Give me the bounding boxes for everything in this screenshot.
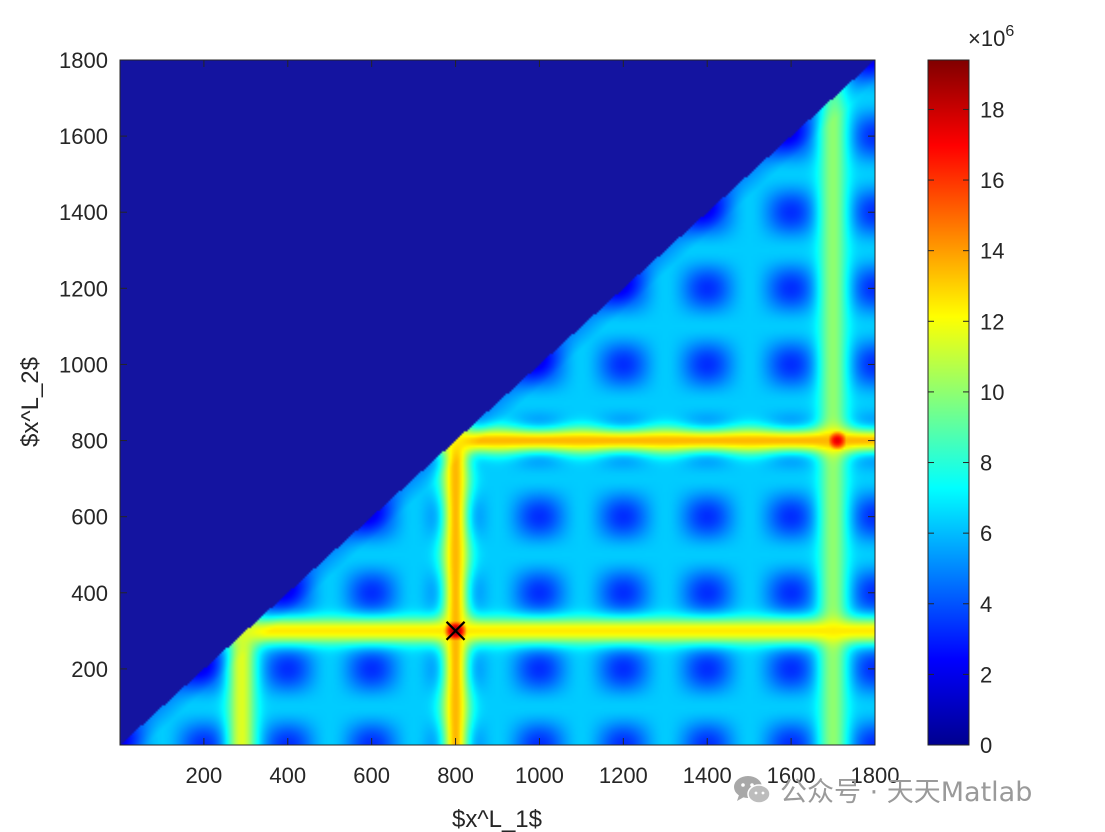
- colorbar-tick-label: 14: [980, 239, 1004, 264]
- colorbar-tick-label: 8: [980, 451, 992, 476]
- y-tick-label: 600: [71, 505, 108, 530]
- colorbar-multiplier-exponent: 6: [1005, 23, 1014, 40]
- marker-x: [445, 621, 466, 641]
- colorbar-tick-label: 4: [980, 592, 992, 617]
- colorbar-multiplier-base: ×10: [968, 26, 1005, 51]
- y-tick-label: 1400: [59, 200, 108, 225]
- colorbar-tick-label: 18: [980, 97, 1004, 122]
- colorbar-tick-label: 6: [980, 521, 992, 546]
- y-tick-label: 1000: [59, 352, 108, 377]
- x-tick-label: 1000: [515, 763, 564, 788]
- heatmap-image: [120, 60, 875, 745]
- colorbar-tick-label: 10: [980, 380, 1004, 405]
- colorbar-gradient: [927, 59, 970, 746]
- x-tick-label: 1400: [683, 763, 732, 788]
- colorbar-multiplier: ×106: [968, 23, 1014, 51]
- y-tick-label: 800: [71, 429, 108, 454]
- x-ticks: 200 400 600 800 1000 1200 1400 1600 1800: [186, 60, 900, 788]
- watermark: 公众号 · 天天Matlab: [732, 770, 1032, 809]
- x-tick-label: 200: [186, 763, 223, 788]
- colorbar-tick-label: 12: [980, 309, 1004, 334]
- colorbar-tick-label: 2: [980, 662, 992, 687]
- x-tick-label: 800: [437, 763, 474, 788]
- y-ticks: 200 400 600 800 1000 1200 1400 1600 1800: [59, 48, 875, 682]
- marker-layer: [445, 621, 466, 641]
- y-tick-label: 1600: [59, 124, 108, 149]
- x-tick-label: 400: [269, 763, 306, 788]
- x-axis-label: $x^L_1$: [452, 806, 542, 832]
- watermark-text: 公众号 · 天天Matlab: [780, 777, 1033, 808]
- y-axis-label: $x^L_2$: [17, 357, 44, 447]
- plot-frame: [119, 59, 876, 746]
- x-tick-label: 600: [353, 763, 390, 788]
- plot-area: 200 400 600 800 1000 1200 1400 1600 1800 200 400 6…: [59, 48, 899, 788]
- colorbar-tick-label: 0: [980, 733, 992, 758]
- y-tick-label: 200: [71, 657, 108, 682]
- y-tick-label: 400: [71, 581, 108, 606]
- x-tick-label: 1600: [767, 763, 816, 788]
- x-tick-label: 1200: [599, 763, 648, 788]
- y-tick-label: 1200: [59, 276, 108, 301]
- colorbar-ticks: 0 2 4 6 8 10 12 14 16 18: [928, 97, 1004, 758]
- x-tick-label: 1800: [851, 763, 900, 788]
- colorbar-tick-label: 16: [980, 168, 1004, 193]
- y-tick-label: 1800: [59, 48, 108, 73]
- wechat-icon: [734, 775, 771, 804]
